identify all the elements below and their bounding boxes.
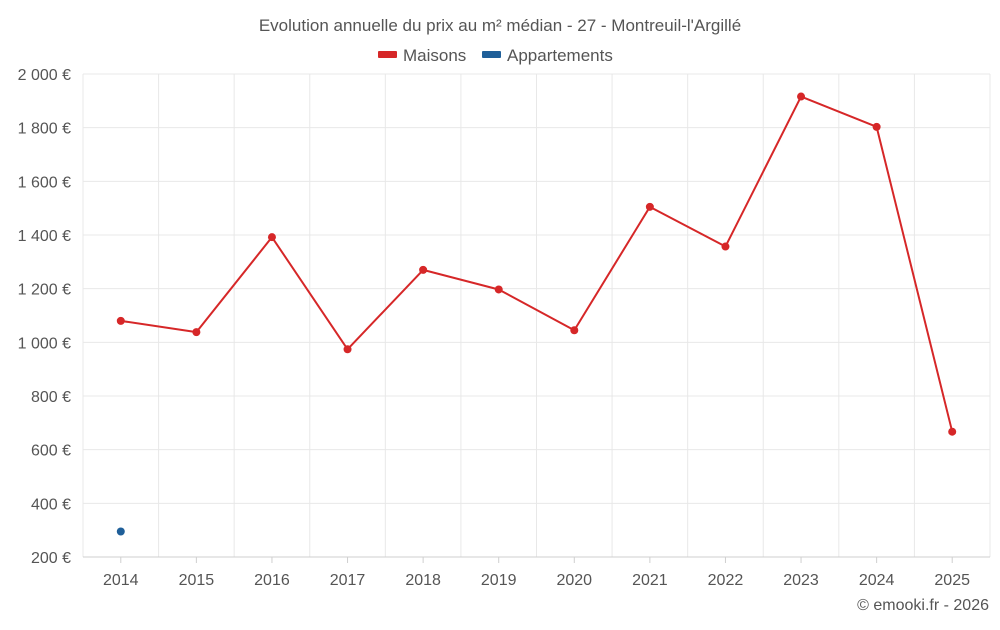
x-tick-label: 2023 — [783, 572, 819, 589]
data-point-maisons-2023[interactable] — [797, 92, 806, 101]
legend: Maisons Appartements — [378, 46, 613, 65]
y-tick-label: 1 800 € — [18, 121, 71, 138]
x-tick-label: 2020 — [556, 572, 592, 589]
legend-swatch-appartements — [482, 51, 501, 58]
data-point-maisons-2020[interactable] — [570, 326, 579, 335]
data-point-maisons-2017[interactable] — [343, 345, 352, 354]
x-axis: 2014 2015 2016 2017 2018 2019 2020 2021 2022 2023… — [83, 556, 990, 589]
y-tick-label: 1 400 € — [18, 228, 71, 245]
x-tick-label: 2014 — [103, 572, 139, 589]
y-tick-label: 400 € — [31, 496, 71, 513]
data-point-appartements-2014[interactable] — [116, 527, 125, 536]
y-tick-label: 200 € — [31, 550, 71, 567]
series — [116, 92, 957, 536]
grid — [82, 73, 991, 557]
y-tick-label: 800 € — [31, 389, 71, 406]
y-tick-label: 1 200 € — [18, 282, 71, 299]
legend-label-maisons: Maisons — [403, 46, 466, 65]
data-point-maisons-2016[interactable] — [267, 233, 276, 242]
data-point-maisons-2014[interactable] — [116, 316, 125, 325]
series-appartements — [116, 527, 125, 536]
x-tick-label: 2022 — [708, 572, 744, 589]
series-maisons — [116, 92, 957, 436]
data-point-maisons-2022[interactable] — [721, 242, 730, 251]
y-axis: 2 000 € 1 800 € 1 600 € 1 400 € 1 200 € 1 000… — [18, 67, 71, 567]
x-tick-label: 2015 — [179, 572, 215, 589]
y-tick-label: 1 600 € — [18, 174, 71, 191]
series-line-maisons — [120, 95, 954, 432]
x-tick-label: 2025 — [934, 572, 970, 589]
data-point-maisons-2024[interactable] — [872, 122, 881, 131]
chart-title: Evolution annuelle du prix au m² médian … — [259, 16, 741, 35]
credit-text: © emooki.fr - 2026 — [857, 597, 989, 614]
x-tick-label: 2019 — [481, 572, 517, 589]
y-tick-label: 1 000 € — [18, 335, 71, 352]
data-point-maisons-2015[interactable] — [192, 328, 201, 337]
legend-label-appartements: Appartements — [507, 46, 613, 65]
x-tick-label: 2016 — [254, 572, 290, 589]
y-tick-label: 2 000 € — [18, 67, 71, 84]
y-tick-label: 600 € — [31, 443, 71, 460]
data-point-maisons-2018[interactable] — [419, 265, 428, 274]
x-tick-label: 2021 — [632, 572, 668, 589]
x-tick-label: 2018 — [405, 572, 441, 589]
data-point-maisons-2021[interactable] — [645, 202, 654, 211]
legend-swatch-maisons — [378, 51, 397, 58]
x-tick-label: 2017 — [330, 572, 366, 589]
legend-item-appartements[interactable]: Appartements — [482, 46, 613, 65]
data-point-maisons-2019[interactable] — [494, 285, 503, 294]
x-tick-label: 2024 — [859, 572, 895, 589]
data-point-maisons-2025[interactable] — [948, 427, 957, 436]
legend-item-maisons[interactable]: Maisons — [378, 46, 466, 65]
